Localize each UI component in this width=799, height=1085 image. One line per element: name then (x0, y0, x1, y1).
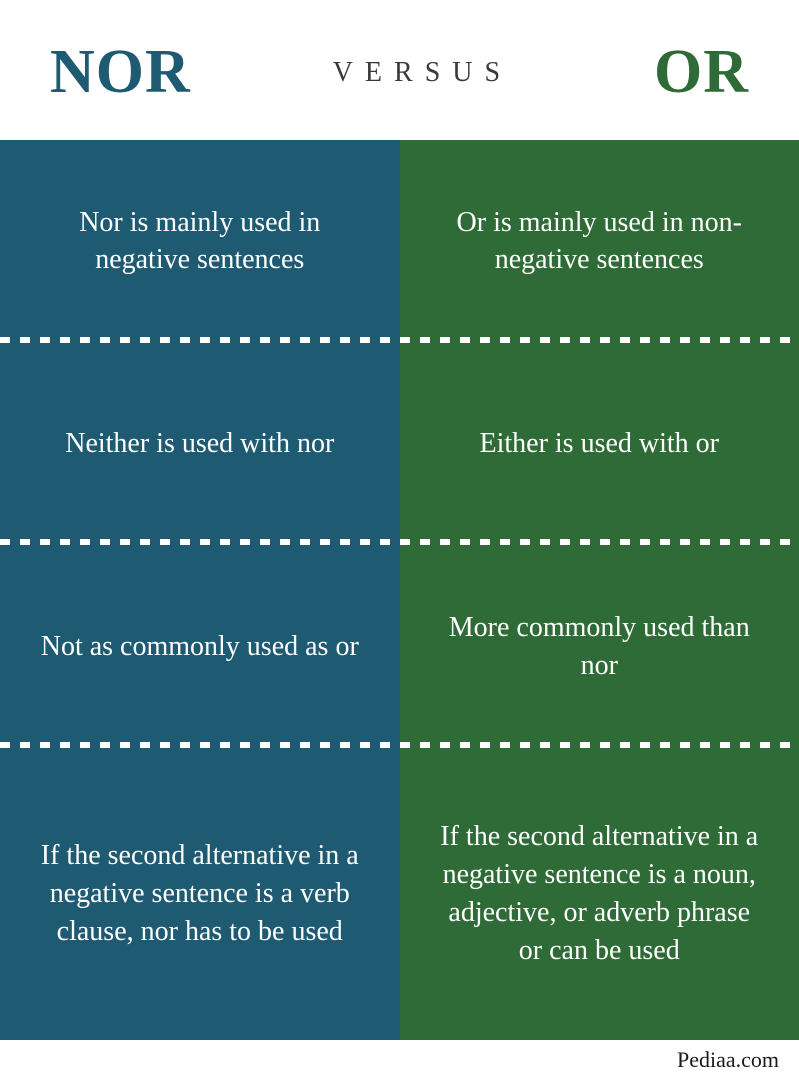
cell-text: Nor is mainly used in negative sentences (35, 204, 365, 280)
cell-text: If the second alternative in a negative … (435, 818, 765, 969)
cell-text: Neither is used with nor (65, 425, 334, 463)
header-left: NOR (50, 37, 191, 108)
cell-text: Or is mainly used in non-negative senten… (435, 204, 765, 280)
comparison-columns: Nor is mainly used in negative sentences… (0, 140, 799, 1040)
header: NOR VERSUS OR (0, 0, 799, 140)
cell-text: More commonly used than nor (435, 609, 765, 685)
left-cell-1: Neither is used with nor (0, 343, 400, 546)
right-cell-3: If the second alternative in a negative … (400, 748, 799, 1040)
right-cell-2: More commonly used than nor (400, 545, 799, 748)
left-cell-3: If the second alternative in a negative … (0, 748, 400, 1040)
cell-text: Not as commonly used as or (41, 628, 359, 666)
header-center: VERSUS (333, 57, 512, 89)
right-cell-0: Or is mainly used in non-negative senten… (400, 140, 799, 343)
right-cell-1: Either is used with or (400, 343, 799, 546)
left-column: Nor is mainly used in negative sentences… (0, 140, 400, 1040)
cell-text: If the second alternative in a negative … (35, 837, 365, 950)
header-right: OR (654, 37, 749, 108)
cell-text: Either is used with or (479, 425, 719, 463)
source-attribution: Pediaa.com (677, 1047, 779, 1073)
right-column: Or is mainly used in non-negative senten… (400, 140, 799, 1040)
left-cell-0: Nor is mainly used in negative sentences (0, 140, 400, 343)
left-cell-2: Not as commonly used as or (0, 545, 400, 748)
